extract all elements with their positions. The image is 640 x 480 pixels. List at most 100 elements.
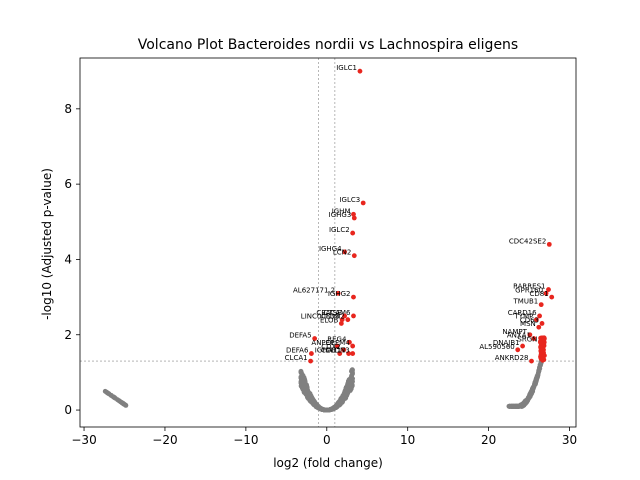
gene-label: IGHA1 (315, 347, 337, 355)
significant-point (546, 241, 552, 247)
nonsignificant-point (105, 390, 111, 396)
significant-point (335, 290, 341, 296)
nonsignificant-point (301, 376, 307, 382)
significant-point (350, 343, 356, 349)
gene-label: MSN (520, 320, 536, 328)
gene-label: TMUB1 (513, 298, 539, 306)
significant-point (351, 294, 356, 300)
significant-point (537, 313, 542, 319)
significant-point (515, 347, 521, 353)
significant-point (346, 351, 352, 356)
significant-point (345, 317, 351, 323)
nonsignificant-point (349, 368, 354, 374)
nonsignificant-point (532, 381, 538, 387)
gene-label: DNAJB1 (493, 339, 520, 347)
significant-point (350, 351, 356, 356)
significant-point (539, 346, 545, 352)
nonsignificant-point (339, 394, 345, 400)
nonsignificant-point (300, 380, 306, 385)
gene-label: LCN2 (333, 249, 351, 257)
significant-point (360, 200, 366, 206)
gene-label: IGLC3 (339, 196, 360, 204)
x-tick-label: 10 (400, 433, 415, 447)
nonsignificant-point (520, 403, 526, 409)
x-axis-title: log2 (fold change) (273, 456, 383, 470)
significant-point (542, 353, 547, 358)
x-tick-label: −30 (71, 433, 96, 447)
significant-point (351, 253, 357, 259)
significant-point (341, 347, 347, 353)
significant-point (350, 230, 356, 236)
x-tick-label: 0 (323, 433, 331, 447)
significant-point (351, 313, 356, 319)
gene-label: CD81 (530, 290, 549, 298)
significant-point (308, 358, 314, 364)
gene-label: IGLC1 (336, 64, 357, 72)
gene-label: NAMPT (502, 328, 527, 336)
significant-point (347, 339, 352, 345)
significant-point (334, 343, 340, 349)
nonsignificant-point (121, 401, 127, 407)
gene-label: ANKRD28 (495, 354, 529, 362)
significant-point (529, 358, 534, 364)
gene-label: CLCA1 (285, 354, 308, 362)
nonsignificant-point (111, 395, 117, 400)
gene-label: CDH17 (321, 347, 345, 355)
x-tick-label: 30 (562, 433, 577, 447)
significant-point (541, 336, 547, 341)
gene-label: AL590560 (479, 343, 514, 351)
y-tick-label: 6 (64, 177, 72, 191)
x-tick-label: 20 (481, 433, 496, 447)
gene-label: SRGN (517, 335, 537, 343)
significant-point (357, 68, 363, 74)
significant-point (351, 215, 357, 221)
significant-point (338, 321, 344, 326)
gene-label: LINC00839 (301, 313, 339, 321)
nonsignificant-point (306, 394, 312, 400)
gene-label: CEACAM6 (316, 309, 351, 317)
significant-point (337, 351, 343, 356)
gene-label: CLDN3 (326, 347, 350, 355)
gene-label: REG4 (327, 335, 347, 343)
significant-point (536, 324, 542, 330)
gene-label: CDC42SE2 (509, 237, 546, 245)
nonsignificant-point (341, 390, 347, 396)
gene-label: IGLC2 (329, 226, 350, 234)
gene-label: IGHG3 (329, 211, 352, 219)
nonsignificant-point (527, 391, 533, 397)
gene-label: OLFM4 (326, 339, 350, 347)
significant-point (339, 317, 345, 323)
significant-point (309, 351, 314, 356)
gene-label: IGHG4 (319, 245, 342, 253)
significant-point (533, 317, 539, 323)
significant-point (312, 336, 318, 341)
x-tick-label: −20 (152, 433, 177, 447)
nonsignificant-point (310, 397, 316, 403)
nonsignificant-point (537, 365, 542, 371)
significant-point (538, 302, 544, 308)
nonsignificant-point (349, 382, 355, 388)
chart-title: Volcano Plot Bacteroides nordii vs Lachn… (138, 37, 518, 53)
gene-label: CTSE (324, 309, 342, 317)
significant-point (342, 249, 347, 255)
gene-label: ANPEP (311, 339, 334, 347)
nonsignificant-point (530, 388, 535, 394)
gene-label: ELOB (320, 316, 339, 324)
x-tick-label: −10 (233, 433, 258, 447)
gene-label: CDX2 (321, 343, 341, 351)
y-tick-label: 0 (64, 403, 72, 417)
gene-label: CLDN2 (321, 313, 345, 321)
gene-label: TYMP (514, 313, 534, 321)
significant-point (537, 339, 543, 345)
gene-label: IGHM (332, 207, 351, 215)
significant-point (546, 287, 551, 292)
significant-point (527, 332, 533, 338)
y-tick-label: 8 (64, 102, 72, 116)
nonsignificant-point (305, 388, 311, 393)
significant-point (531, 336, 537, 341)
nonsignificant-point (349, 373, 355, 379)
plot-area-frame (79, 57, 577, 428)
gene-label: GPR160 (515, 286, 543, 294)
nonsignificant-point (321, 407, 327, 413)
